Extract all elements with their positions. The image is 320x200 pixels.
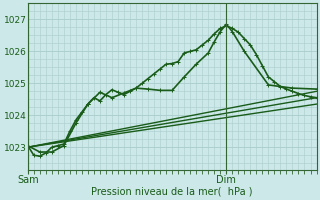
X-axis label: Pression niveau de la mer(  hPa ): Pression niveau de la mer( hPa ) [92, 187, 253, 197]
